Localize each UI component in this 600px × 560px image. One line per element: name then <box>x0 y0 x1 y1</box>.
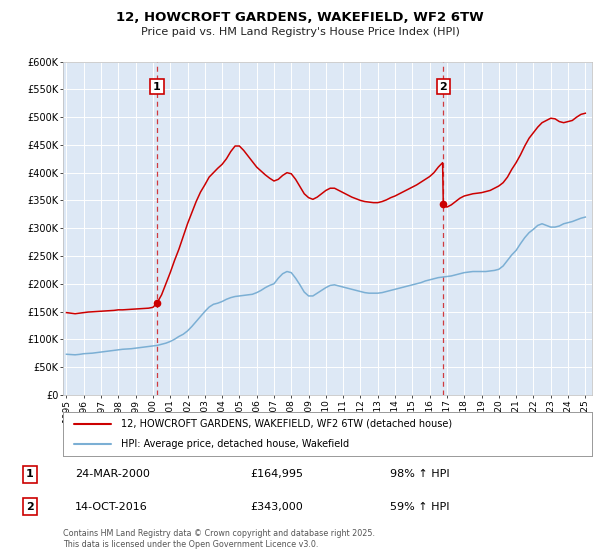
Text: 1: 1 <box>26 469 34 479</box>
Text: £343,000: £343,000 <box>250 502 303 512</box>
Text: 14-OCT-2016: 14-OCT-2016 <box>75 502 148 512</box>
Text: This data is licensed under the Open Government Licence v3.0.: This data is licensed under the Open Gov… <box>63 540 319 549</box>
Text: 12, HOWCROFT GARDENS, WAKEFIELD, WF2 6TW: 12, HOWCROFT GARDENS, WAKEFIELD, WF2 6TW <box>116 11 484 24</box>
Text: 98% ↑ HPI: 98% ↑ HPI <box>390 469 449 479</box>
Text: 2: 2 <box>26 502 34 512</box>
Text: 1: 1 <box>153 82 161 92</box>
Text: 59% ↑ HPI: 59% ↑ HPI <box>390 502 449 512</box>
Text: HPI: Average price, detached house, Wakefield: HPI: Average price, detached house, Wake… <box>121 439 349 449</box>
Text: 24-MAR-2000: 24-MAR-2000 <box>75 469 150 479</box>
Text: 12, HOWCROFT GARDENS, WAKEFIELD, WF2 6TW (detached house): 12, HOWCROFT GARDENS, WAKEFIELD, WF2 6TW… <box>121 419 452 429</box>
Text: Price paid vs. HM Land Registry's House Price Index (HPI): Price paid vs. HM Land Registry's House … <box>140 27 460 37</box>
Text: Contains HM Land Registry data © Crown copyright and database right 2025.: Contains HM Land Registry data © Crown c… <box>63 529 375 538</box>
Text: 2: 2 <box>439 82 447 92</box>
Text: £164,995: £164,995 <box>250 469 303 479</box>
